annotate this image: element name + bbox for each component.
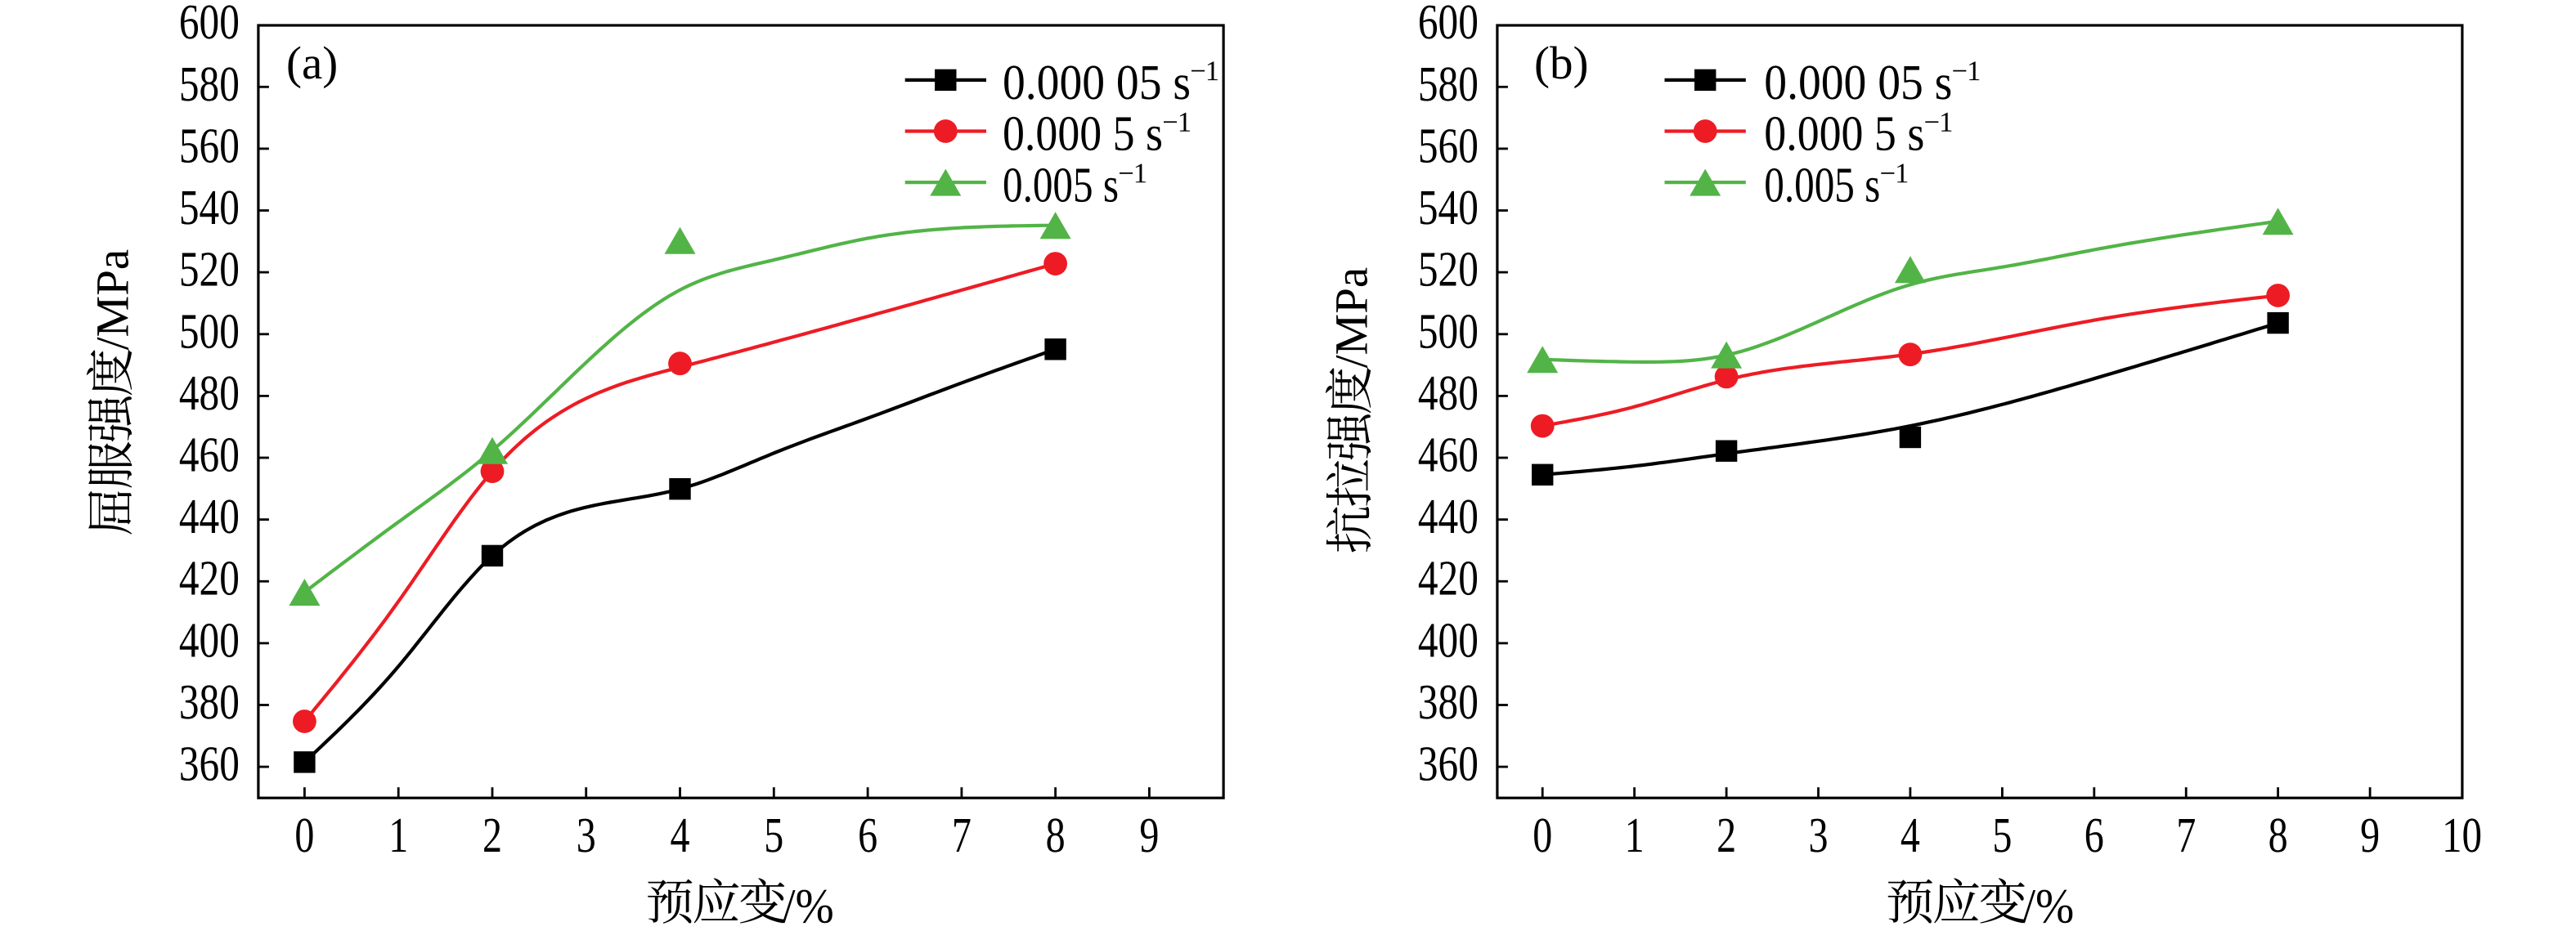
svg-text:520: 520 (1418, 243, 1479, 298)
svg-text:600: 600 (179, 0, 240, 50)
svg-text:2: 2 (1717, 808, 1736, 863)
svg-text:600: 600 (1418, 0, 1479, 50)
svg-text:(a): (a) (286, 38, 338, 89)
svg-text:400: 400 (1418, 613, 1479, 668)
svg-text:540: 540 (179, 181, 240, 235)
svg-text:0: 0 (294, 808, 314, 863)
svg-text:9: 9 (2360, 808, 2380, 863)
svg-text:5: 5 (1992, 808, 2012, 863)
svg-text:580: 580 (1418, 57, 1479, 112)
svg-text:360: 360 (1418, 737, 1479, 792)
svg-text:5: 5 (764, 808, 783, 863)
svg-text:500: 500 (179, 304, 240, 359)
svg-text:400: 400 (179, 613, 240, 668)
svg-text:8: 8 (1046, 808, 1066, 863)
svg-text:3: 3 (577, 808, 596, 863)
svg-text:9: 9 (1139, 808, 1159, 863)
svg-text:6: 6 (2085, 808, 2104, 863)
svg-text:440: 440 (179, 490, 240, 544)
svg-text:560: 560 (1418, 119, 1479, 173)
svg-text:0.000 5 s: 0.000 5 s (1764, 107, 1924, 162)
svg-text:440: 440 (1418, 490, 1479, 544)
svg-text:0: 0 (1533, 808, 1552, 863)
svg-text:420: 420 (179, 552, 240, 606)
svg-text:0.005 s: 0.005 s (1003, 158, 1119, 213)
svg-text:4: 4 (1901, 808, 1920, 863)
svg-text:480: 480 (1418, 366, 1479, 421)
svg-text:7: 7 (2176, 808, 2196, 863)
svg-text:3: 3 (1809, 808, 1829, 863)
svg-text:480: 480 (179, 366, 240, 421)
svg-text:0.000 05 s: 0.000 05 s (1003, 56, 1191, 110)
svg-text:6: 6 (858, 808, 877, 863)
svg-text:0.000 5 s: 0.000 5 s (1003, 107, 1163, 162)
svg-text:500: 500 (1418, 304, 1479, 359)
svg-text:4: 4 (671, 808, 690, 863)
svg-text:380: 380 (1418, 675, 1479, 730)
svg-text:/MPa: /MPa (88, 249, 139, 351)
svg-text:/%: /% (2022, 880, 2074, 931)
svg-text:520: 520 (179, 243, 240, 298)
svg-text:10: 10 (2442, 808, 2482, 863)
svg-text:380: 380 (179, 675, 240, 730)
svg-text:460: 460 (1418, 428, 1479, 483)
svg-text:540: 540 (1418, 181, 1479, 235)
svg-text:2: 2 (482, 808, 502, 863)
svg-text:(b): (b) (1534, 38, 1588, 89)
svg-text:360: 360 (179, 737, 240, 792)
svg-text:/%: /% (783, 880, 834, 931)
svg-text:/MPa: /MPa (1326, 267, 1378, 369)
svg-text:560: 560 (179, 119, 240, 173)
svg-text:7: 7 (952, 808, 972, 863)
svg-text:460: 460 (179, 428, 240, 483)
svg-text:1: 1 (1625, 808, 1645, 863)
svg-text:1: 1 (388, 808, 408, 863)
svg-text:580: 580 (179, 57, 240, 112)
svg-text:0.005 s: 0.005 s (1764, 158, 1880, 213)
svg-text:420: 420 (1418, 552, 1479, 606)
svg-text:8: 8 (2269, 808, 2288, 863)
svg-text:0.000 05 s: 0.000 05 s (1764, 56, 1952, 110)
